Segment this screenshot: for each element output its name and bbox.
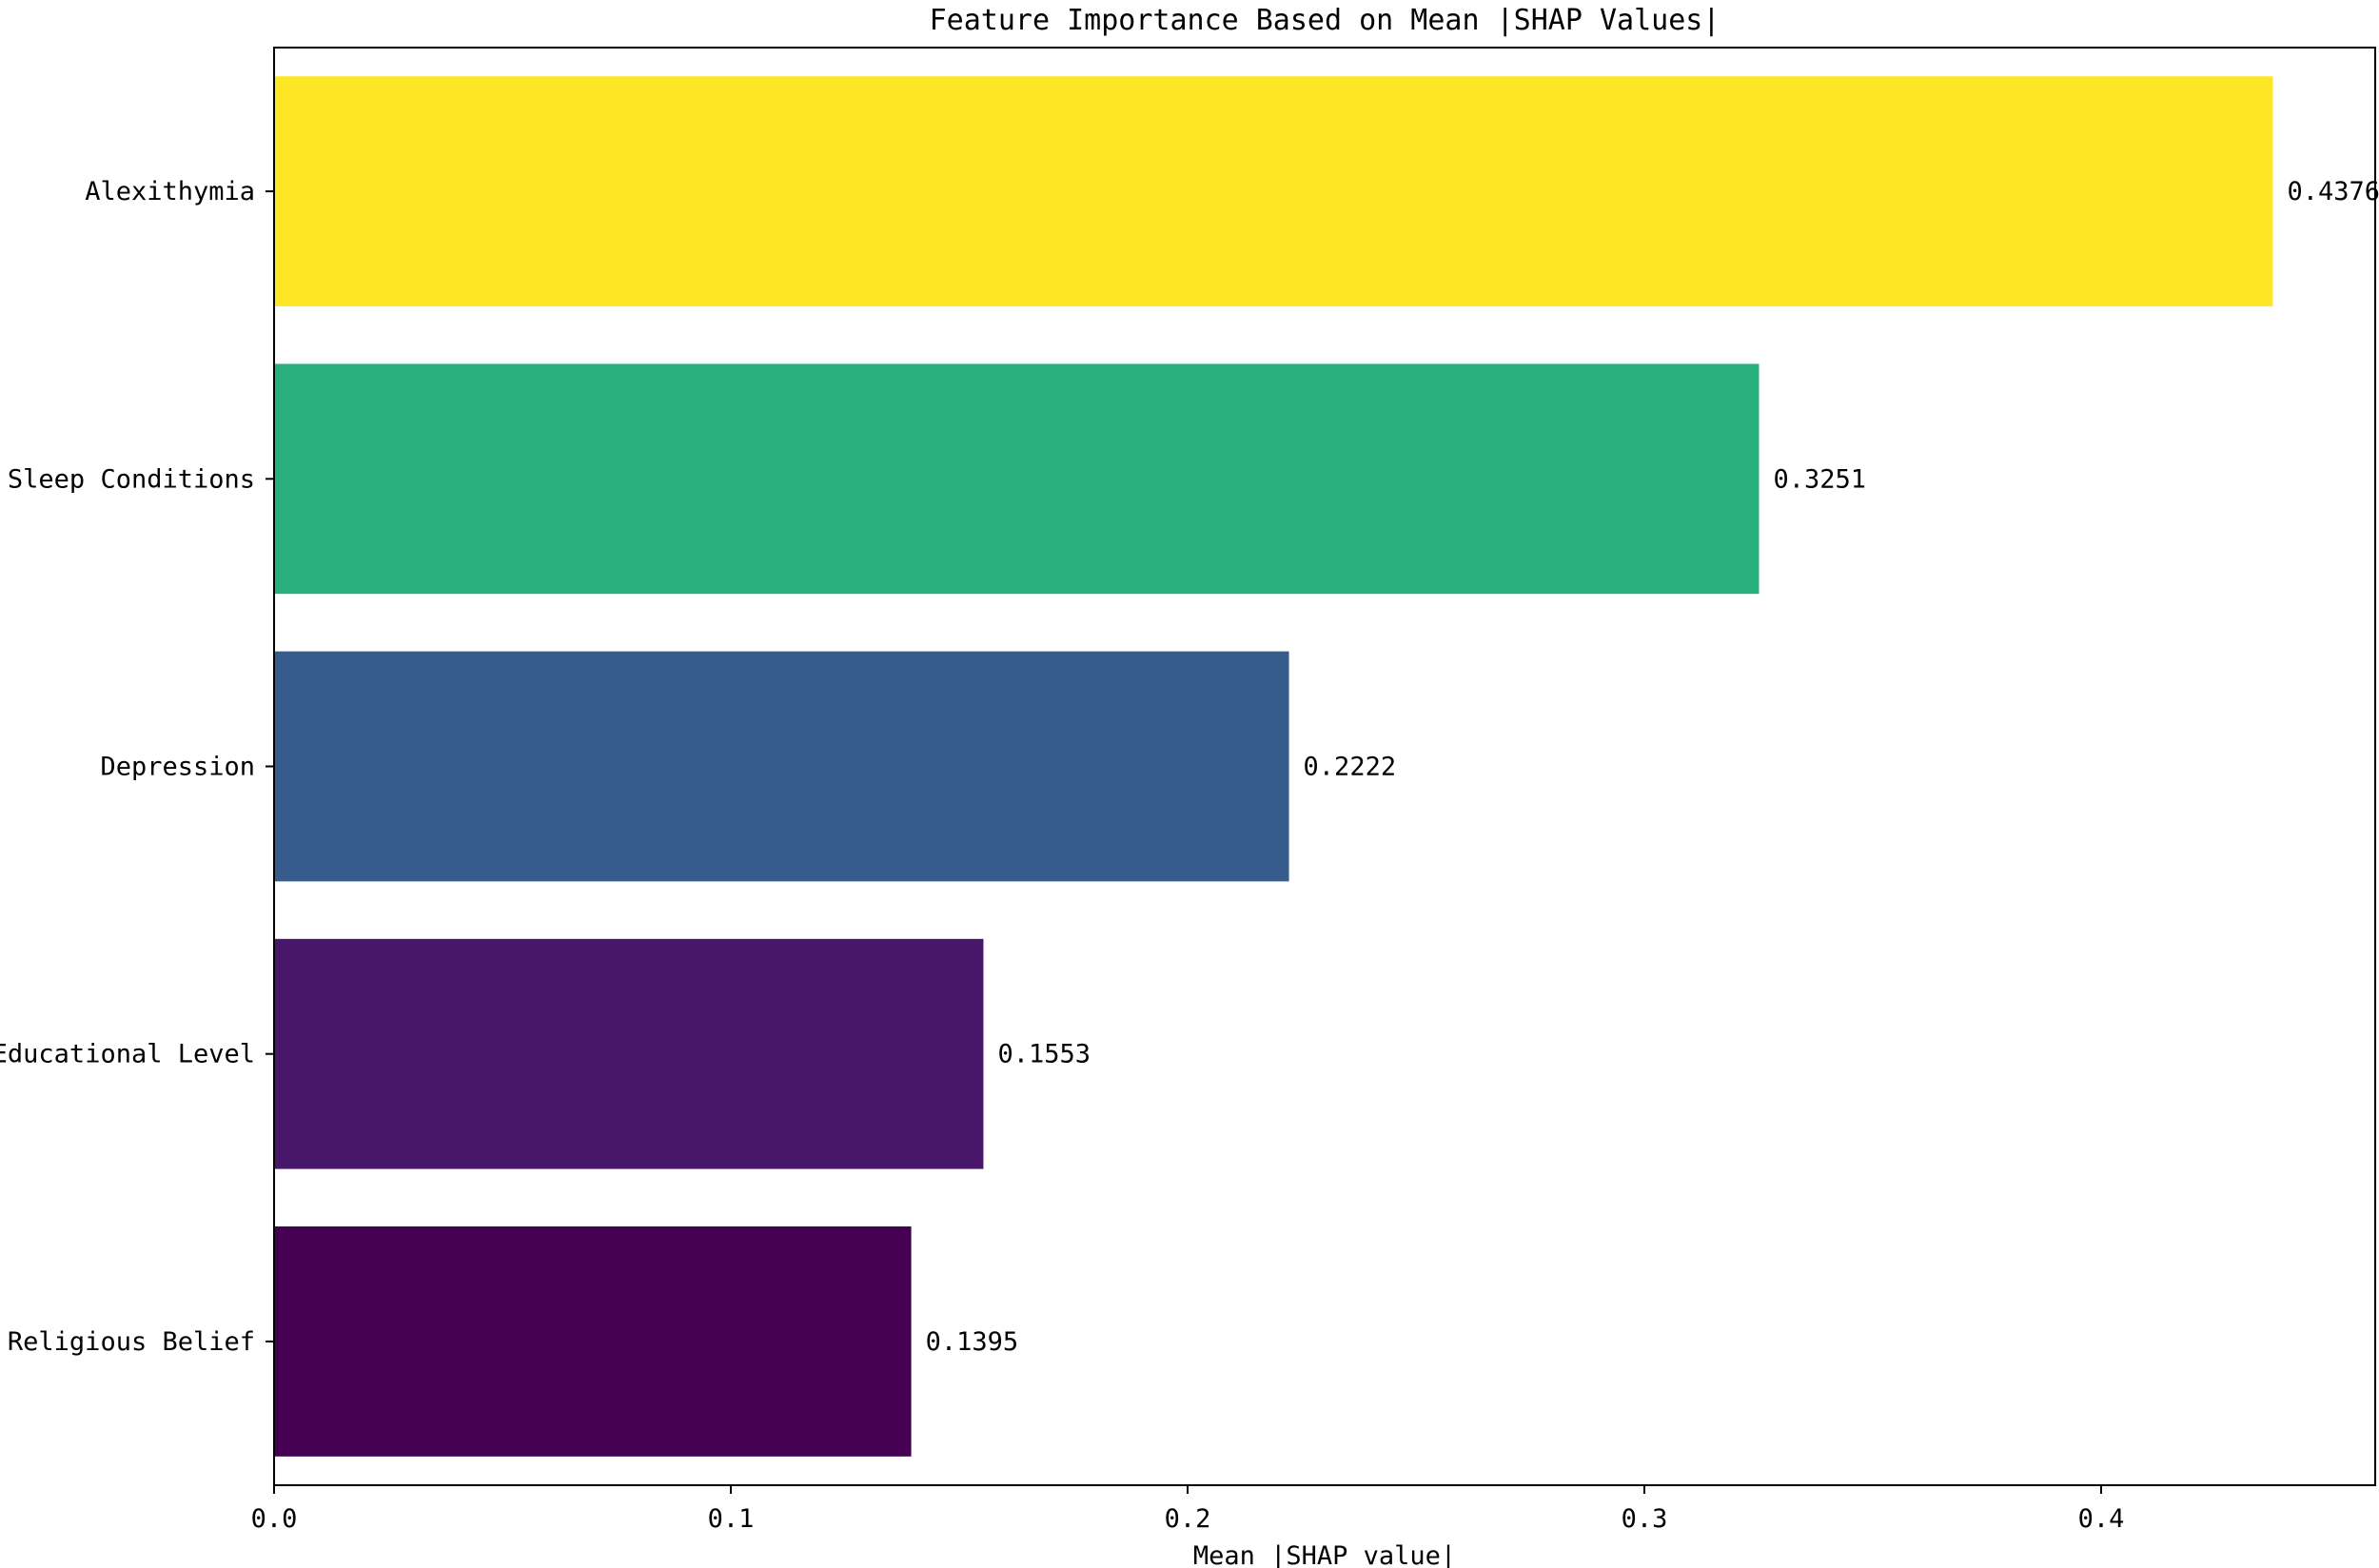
bar-value-label: 0.1553 <box>997 1040 1091 1069</box>
y-tick-label: Educational Level <box>0 1040 255 1069</box>
bar-sleep-conditions <box>274 363 1760 595</box>
bar-value-label: 0.4376 <box>2287 177 2379 206</box>
value-labels-layer: 0.4376 0.3251 0.2222 0.1553 0.1395 <box>926 177 2379 1357</box>
bar-alexithymia <box>274 76 2273 306</box>
chart-title: Feature Importance Based on Mean |SHAP V… <box>930 4 1720 37</box>
x-tick-label: 0.2 <box>1165 1504 1211 1534</box>
x-ticks-layer: 0.0 0.1 0.2 0.3 0.4 <box>251 1485 2125 1534</box>
x-tick-label: 0.4 <box>2078 1504 2125 1534</box>
x-tick-label: 0.1 <box>708 1504 755 1534</box>
x-axis-label: Mean |SHAP value| <box>1193 1541 1456 1568</box>
y-tick-label: Depression <box>100 753 255 782</box>
y-tick-label: Religious Belief <box>8 1327 255 1357</box>
x-tick-label: 0.0 <box>251 1504 298 1534</box>
bar-value-label: 0.3251 <box>1773 464 1866 494</box>
bar-value-label: 0.2222 <box>1304 753 1397 782</box>
x-tick-label: 0.3 <box>1622 1504 1668 1534</box>
y-tick-label: Alexithymia <box>85 177 255 206</box>
bar-depression <box>274 651 1289 882</box>
bar-religious-belief <box>274 1226 912 1457</box>
y-ticks-layer: Alexithymia Sleep Conditions Depression Edu… <box>0 177 274 1357</box>
bar-educational-level <box>274 938 984 1169</box>
bar-value-label: 0.1395 <box>926 1327 1019 1357</box>
bars-layer <box>274 76 2273 1457</box>
y-tick-label: Sleep Conditions <box>8 464 255 494</box>
